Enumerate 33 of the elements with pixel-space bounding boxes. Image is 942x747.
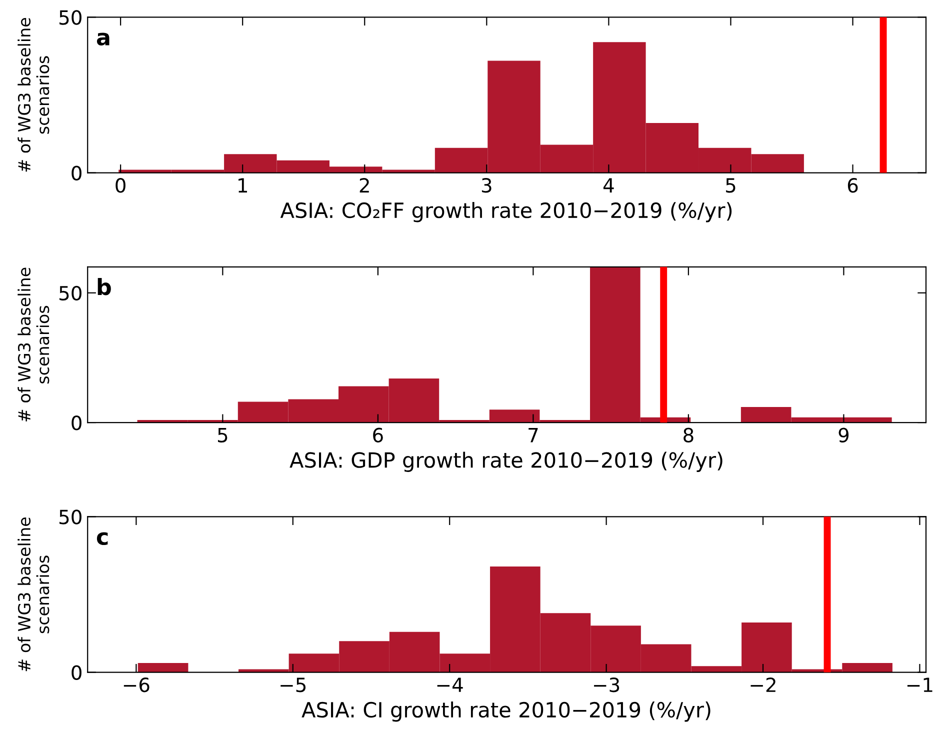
x-tick-label: −5 bbox=[280, 678, 306, 692]
x-tick-label: 2 bbox=[360, 178, 369, 192]
y-tick-label: 0 bbox=[72, 665, 82, 680]
x-tick-label: 1 bbox=[238, 178, 247, 192]
x-tick-label: 7 bbox=[528, 428, 538, 442]
x-axis-title: ASIA: GDP growth rate 2010−2019 (%/yr) bbox=[290, 452, 722, 472]
y-tick-label: 0 bbox=[72, 416, 82, 430]
x-tick-label: 8 bbox=[684, 428, 694, 442]
x-tick-label: −6 bbox=[124, 678, 150, 692]
x-tick-label: 4 bbox=[603, 178, 614, 192]
x-tick-label: 9 bbox=[838, 428, 849, 442]
annotation: b bbox=[98, 278, 111, 296]
y-axis-title: # of WG3 baseline scenarios bbox=[18, 18, 50, 172]
x-tick-label: −1 bbox=[907, 678, 932, 692]
annotation: a bbox=[96, 32, 110, 46]
x-tick-label: 6 bbox=[848, 178, 858, 193]
x-axis-title: ASIA: CI growth rate 2010−2019 (%/yr) bbox=[302, 702, 710, 722]
y-axis-title: # of WG3 baseline scenarios bbox=[18, 268, 50, 422]
x-tick-label: −4 bbox=[437, 678, 463, 692]
x-tick-label: 5 bbox=[726, 178, 736, 193]
x-tick-label: −3 bbox=[594, 678, 620, 692]
y-axis-title: # of WG3 baseline scenarios bbox=[18, 518, 50, 672]
x-tick-label: 0 bbox=[116, 178, 126, 193]
y-tick-label: 50 bbox=[60, 510, 82, 524]
y-tick-label: 0 bbox=[72, 166, 82, 180]
annotation: c bbox=[96, 532, 108, 546]
x-tick-label: 3 bbox=[482, 178, 492, 193]
x-axis-title: ASIA: CO₂FF growth rate 2010−2019 (%/yr) bbox=[280, 202, 732, 222]
x-tick-label: 5 bbox=[218, 428, 228, 442]
y-tick-label: 50 bbox=[60, 10, 82, 25]
x-tick-label: −2 bbox=[750, 678, 776, 692]
y-tick-label: 50 bbox=[60, 286, 82, 301]
x-tick-label: 6 bbox=[373, 428, 383, 442]
